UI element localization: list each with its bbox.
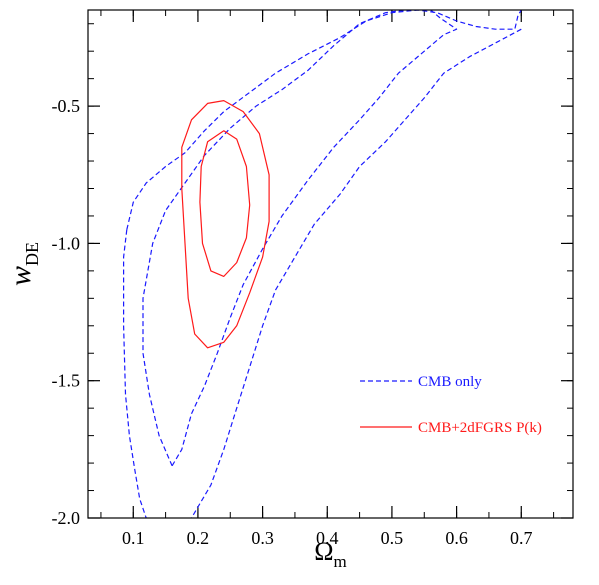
x-tick-label: 0.2: [187, 528, 210, 548]
y-tick-labels: -2.0 -1.5 -1.0 -0.5: [52, 96, 81, 528]
x-axis-label: Ωm: [314, 537, 347, 571]
cmb-only-contour-1: [123, 229, 147, 518]
legend: CMB only CMB+2dFGRS P(k): [360, 374, 542, 436]
cmb-only-contour-2: [190, 28, 522, 518]
x-tick-label: 0.5: [381, 528, 404, 548]
y-tick-label: -1.0: [52, 233, 81, 253]
cmb-only-contour-4: [171, 10, 458, 467]
x-tick-label: 0.4: [316, 528, 339, 548]
x-tick-labels: 0.1 0.2 0.3 0.4 0.5 0.6 0.7: [122, 528, 533, 548]
y-axis-subscript: DE: [22, 242, 42, 266]
cmb-2dfgrs-contour-0: [181, 100, 270, 349]
x-tick-label: 0.3: [251, 528, 274, 548]
y-tick-label: -0.5: [52, 96, 81, 116]
cmb-only-contour-3: [142, 10, 405, 467]
x-axis-subscript: m: [334, 552, 347, 571]
x-tick-label: 0.1: [122, 528, 145, 548]
cmb-only-contour-0: [126, 10, 522, 230]
contour-plot-area: [123, 10, 522, 518]
cmb-2dfgrs-contour-1: [199, 130, 251, 277]
axis-ticks: [88, 10, 573, 519]
legend-label-cmb-2dfgrs: CMB+2dFGRS P(k): [418, 420, 542, 436]
y-axis-label: wDE: [4, 242, 42, 286]
contour-series-group: [123, 10, 522, 518]
y-axis-symbol: w: [4, 266, 37, 286]
legend-label-cmb-only: CMB only: [418, 374, 482, 390]
y-tick-label: -2.0: [52, 508, 81, 528]
x-axis-symbol: Ω: [314, 537, 333, 566]
x-tick-label: 0.6: [445, 528, 468, 548]
y-tick-label: -1.5: [52, 371, 81, 391]
x-tick-label: 0.7: [510, 528, 533, 548]
plot-frame: [87, 9, 574, 519]
